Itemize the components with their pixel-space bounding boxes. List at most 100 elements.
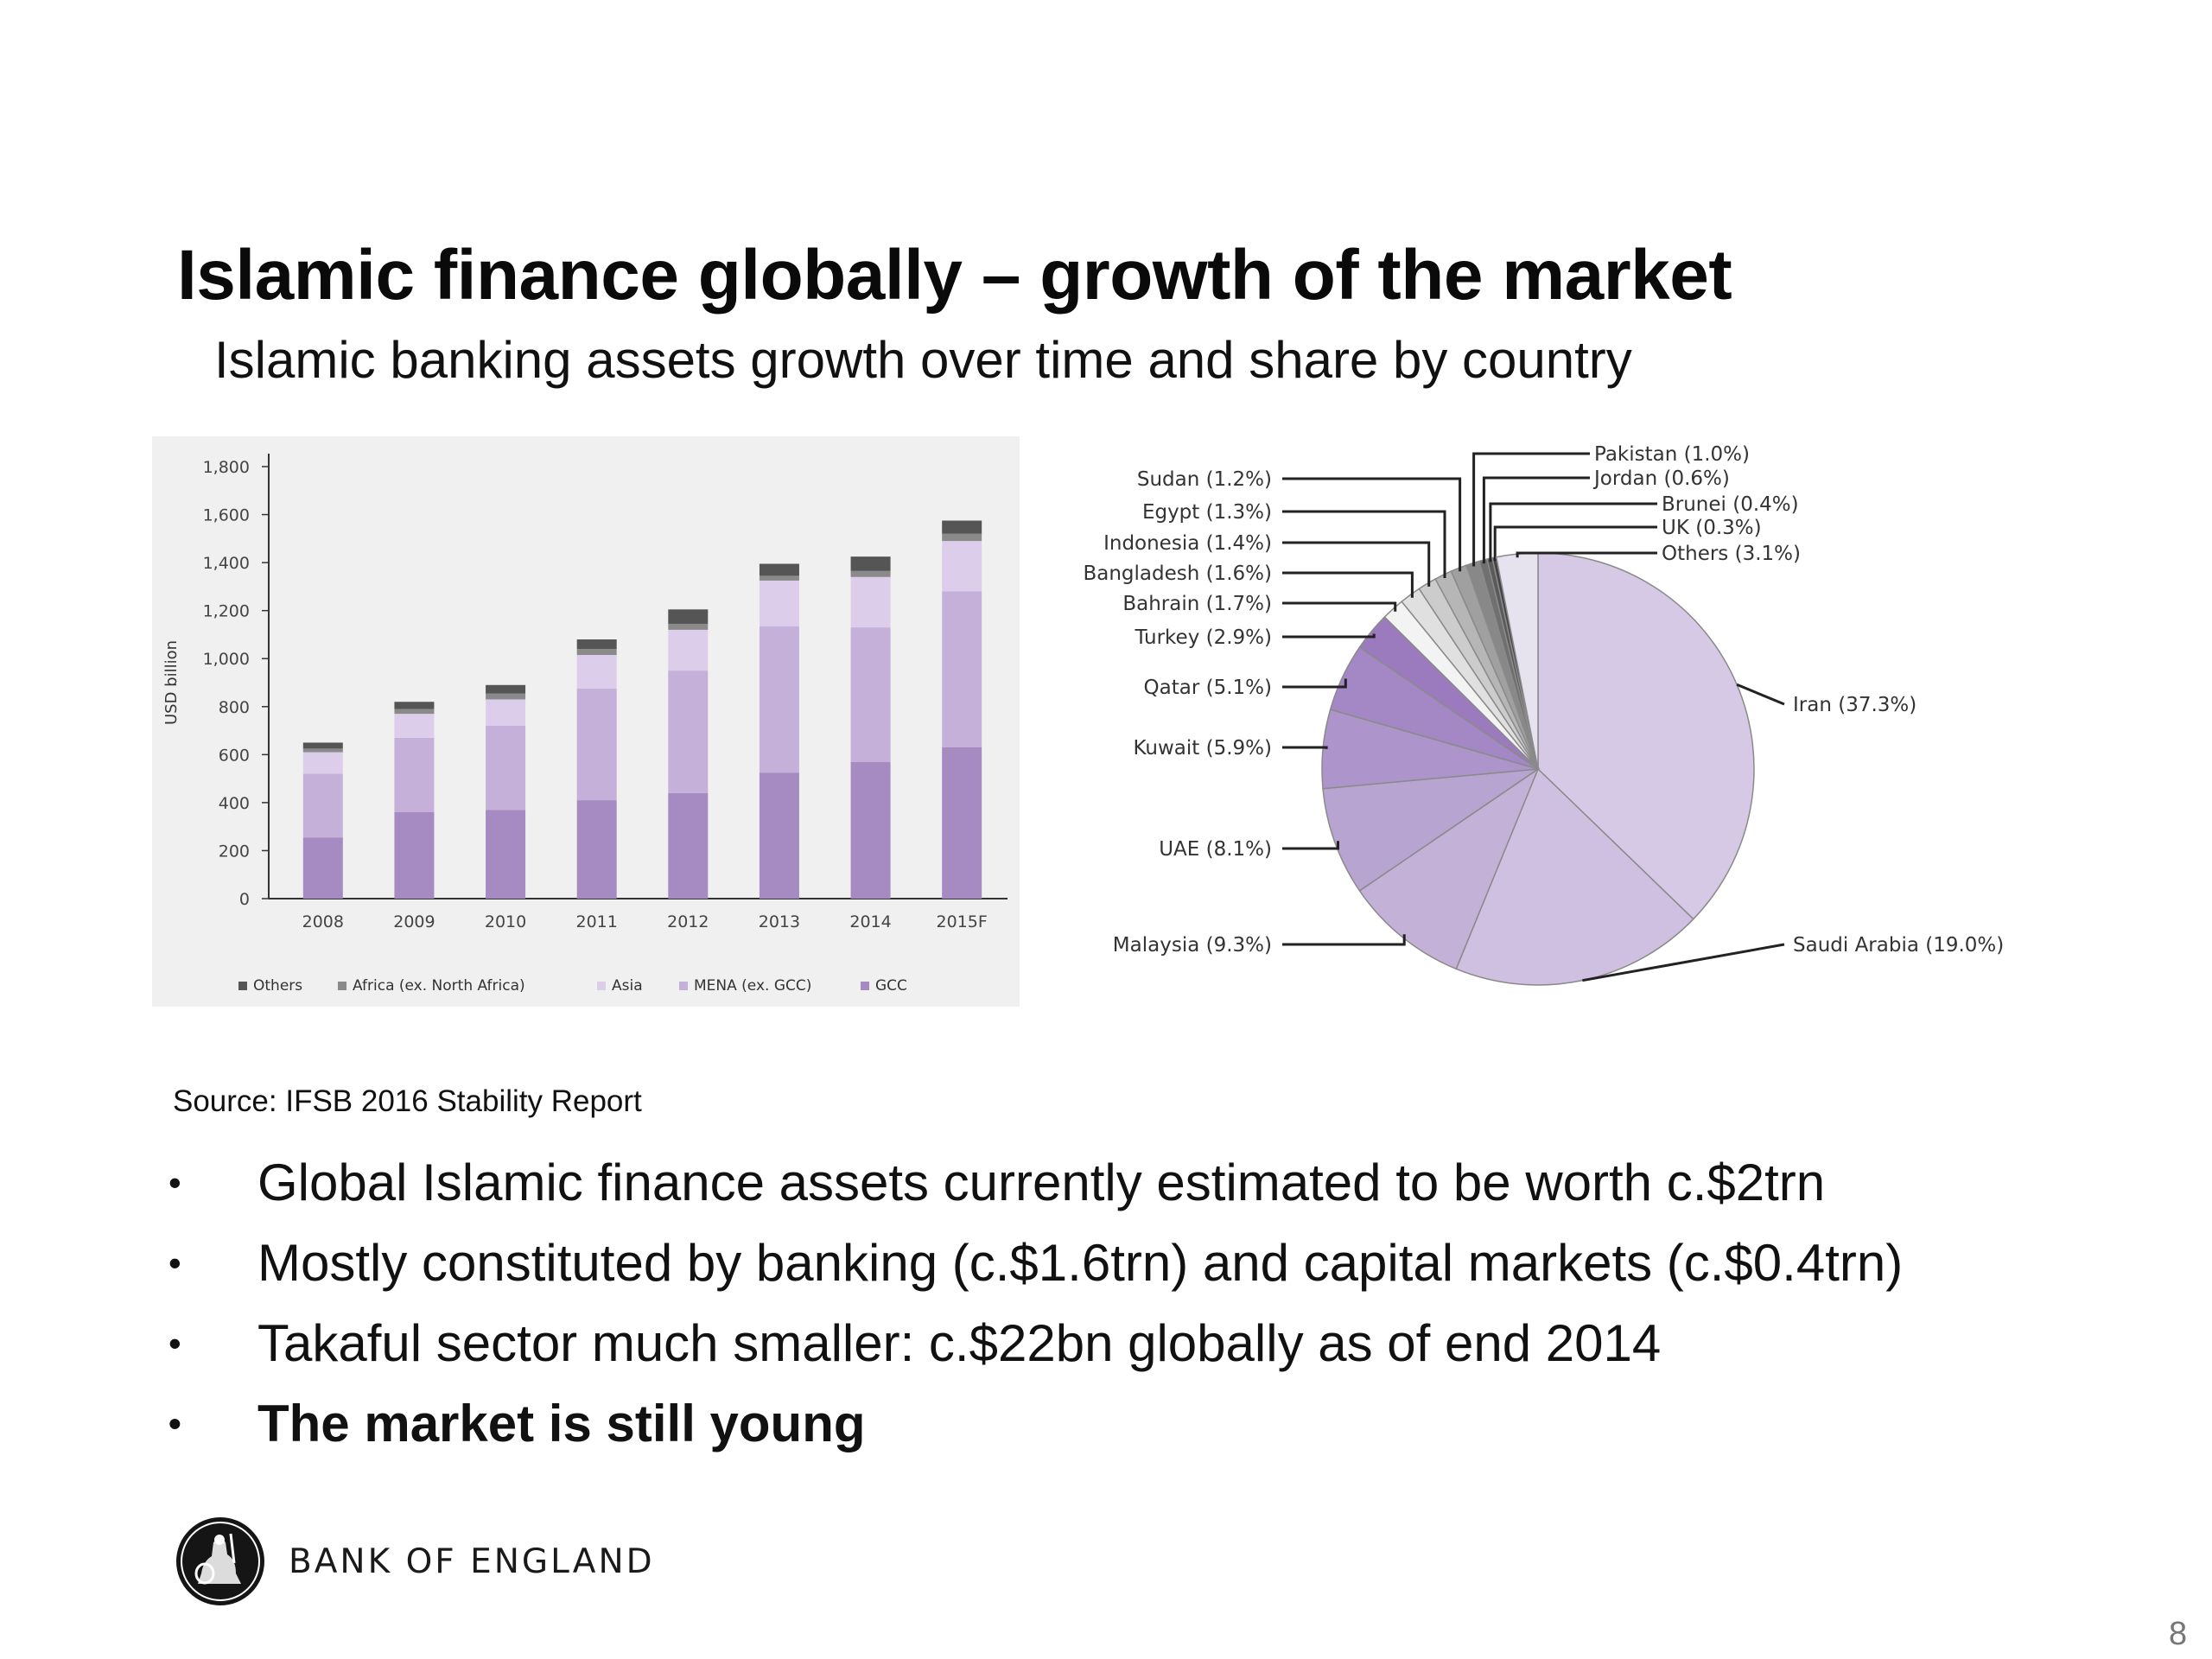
leader-line	[1482, 476, 1590, 564]
leader-line	[1493, 525, 1657, 562]
pie-slice-label: Pakistan (1.0%)	[1594, 443, 1750, 466]
bar-segment	[486, 693, 526, 700]
bar-segment	[302, 773, 343, 838]
x-tick-label: 2008	[302, 912, 344, 931]
bar-segment	[668, 629, 709, 671]
britannia-seal-icon	[175, 1516, 265, 1606]
bar-segment	[302, 752, 343, 774]
y-tick-label: 1,400	[203, 554, 250, 573]
x-tick-label: 2014	[849, 912, 891, 931]
pie-slice-label: Bangladesh (1.6%)	[1083, 563, 1272, 585]
leader-line	[1282, 541, 1431, 587]
pie-slice-label: Egypt (1.3%)	[1142, 501, 1272, 524]
bar-segment	[850, 627, 891, 762]
x-tick-label: 2013	[759, 912, 800, 931]
pie-slice-label: Qatar (5.1%)	[1144, 677, 1272, 699]
leader-line	[1472, 452, 1590, 567]
legend-swatch	[597, 982, 606, 990]
bar-segment	[668, 609, 709, 624]
bar-segment	[759, 575, 799, 581]
bar-segment	[576, 688, 617, 801]
leader-line	[1489, 502, 1657, 563]
legend-swatch	[338, 982, 346, 990]
bullet-marker: •	[168, 1323, 181, 1363]
pie-slice-label: Bahrain (1.7%)	[1122, 593, 1272, 615]
bar-segment	[394, 812, 435, 899]
x-tick-label: 2009	[393, 912, 435, 931]
bar-segment	[394, 709, 435, 715]
pie-slice-label: Jordan (0.6%)	[1592, 467, 1730, 490]
leader-line	[1282, 841, 1339, 850]
pie-slice-label: UAE (8.1%)	[1159, 838, 1272, 861]
y-tick-label: 1,200	[203, 602, 250, 621]
y-tick-label: 0	[239, 890, 250, 909]
legend-swatch	[861, 982, 869, 990]
source-note: Source: IFSB 2016 Stability Report	[173, 1084, 642, 1118]
pie-slice-label: Turkey (2.9%)	[1134, 626, 1272, 649]
bar-segment	[850, 761, 891, 899]
pie-chart-panel: Iran (37.3%) Saudi Arabia (19.0%) Malaysia…	[1028, 428, 2065, 998]
leader-line	[1282, 571, 1414, 598]
stacked-bar-chart: 0 200 400 600 800 1,000 1,200 1,400 1,600 1,800 US…	[162, 454, 1007, 995]
bar-segment	[668, 792, 709, 899]
pie-slice	[1358, 766, 1540, 970]
bar-segment	[486, 684, 526, 694]
pie-slice-label: Sudan (1.2%)	[1137, 468, 1272, 491]
y-tick-label: 1,000	[203, 650, 250, 669]
bar-segment	[942, 747, 982, 899]
bar-segment	[302, 742, 343, 749]
bar-segment	[668, 623, 709, 630]
bar-segment	[576, 655, 617, 689]
y-tick-label: 200	[219, 842, 250, 861]
bullet-list: • Global Islamic finance assets currentl…	[168, 1142, 1903, 1464]
legend-label: Africa (ex. North Africa)	[353, 977, 525, 995]
bullet-item: • The market is still young	[168, 1383, 1903, 1464]
bar-segment	[942, 541, 982, 592]
bullet-marker: •	[168, 1162, 181, 1203]
y-tick-label: 600	[219, 746, 250, 765]
x-tick-label: 2012	[667, 912, 709, 931]
brand-name: BANK OF ENGLAND	[289, 1542, 655, 1581]
leader-line	[1736, 683, 1785, 706]
leader-line	[1282, 510, 1446, 578]
bullet-text: The market is still young	[257, 1395, 866, 1452]
bar-segment	[302, 837, 343, 899]
slide-subtitle: Islamic banking assets growth over time …	[214, 331, 1632, 389]
legend-label: Asia	[612, 977, 643, 995]
legend-swatch	[679, 982, 688, 990]
pie-slice-label: Saudi Arabia (19.0%)	[1793, 934, 2004, 957]
bar-segment	[668, 671, 709, 793]
page-number: 8	[2169, 1616, 2188, 1652]
leader-line	[1282, 746, 1328, 749]
legend-label: GCC	[875, 977, 907, 995]
pie-slice-label: Brunei (0.4%)	[1662, 493, 1799, 516]
leader-line	[1282, 601, 1397, 612]
pie-slice-label: UK (0.3%)	[1662, 517, 1762, 539]
pie-slice	[1322, 767, 1541, 892]
bar-segment	[942, 520, 982, 534]
bar-segment	[486, 810, 526, 899]
bullet-text: Global Islamic finance assets currently …	[257, 1154, 1826, 1211]
pie-slice-label: Malaysia (9.3%)	[1113, 934, 1272, 957]
bar-chart-panel: 0 200 400 600 800 1,000 1,200 1,400 1,600 1,800 US…	[152, 436, 1020, 1007]
bullet-marker: •	[168, 1243, 181, 1283]
bar-segment	[576, 649, 617, 656]
leader-line	[1582, 943, 1785, 982]
bar-segment	[942, 533, 982, 542]
bar-segment	[850, 576, 891, 628]
bar-segment	[576, 800, 617, 899]
bar-segment	[850, 570, 891, 577]
x-tick-label: 2010	[485, 912, 526, 931]
bullet-item: • Mostly constituted by banking (c.$1.6t…	[168, 1223, 1903, 1303]
bullet-item: • Takaful sector much smaller: c.$22bn g…	[168, 1303, 1903, 1383]
bar-segment	[850, 556, 891, 571]
bar-segment	[759, 580, 799, 626]
legend-label: Others	[253, 977, 302, 995]
bar-segment	[942, 591, 982, 747]
leader-line	[1282, 633, 1376, 639]
y-tick-label: 1,800	[203, 458, 250, 477]
slide-title: Islamic finance globally – growth of the…	[177, 236, 1732, 315]
x-tick-label: 2011	[576, 912, 618, 931]
bullet-text: Mostly constituted by banking (c.$1.6trn…	[257, 1234, 1904, 1292]
legend-swatch	[238, 982, 247, 990]
